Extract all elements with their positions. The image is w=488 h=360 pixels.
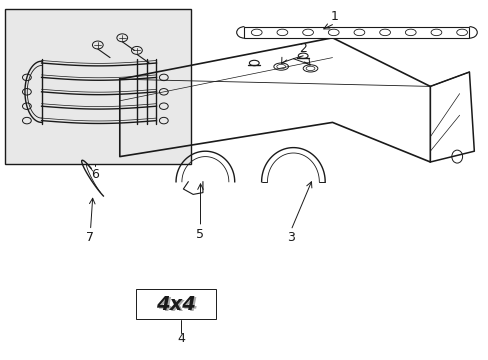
Text: 2: 2 <box>299 42 306 55</box>
Text: 4: 4 <box>177 332 184 345</box>
Text: 4x4: 4x4 <box>157 296 197 315</box>
Bar <box>5 9 190 164</box>
Text: 5: 5 <box>196 228 204 240</box>
Bar <box>244 27 468 38</box>
Text: 3: 3 <box>286 231 294 244</box>
Text: 4x4: 4x4 <box>156 295 196 314</box>
Text: 6: 6 <box>91 168 99 181</box>
Text: 1: 1 <box>330 10 338 23</box>
Text: 7: 7 <box>86 231 94 244</box>
